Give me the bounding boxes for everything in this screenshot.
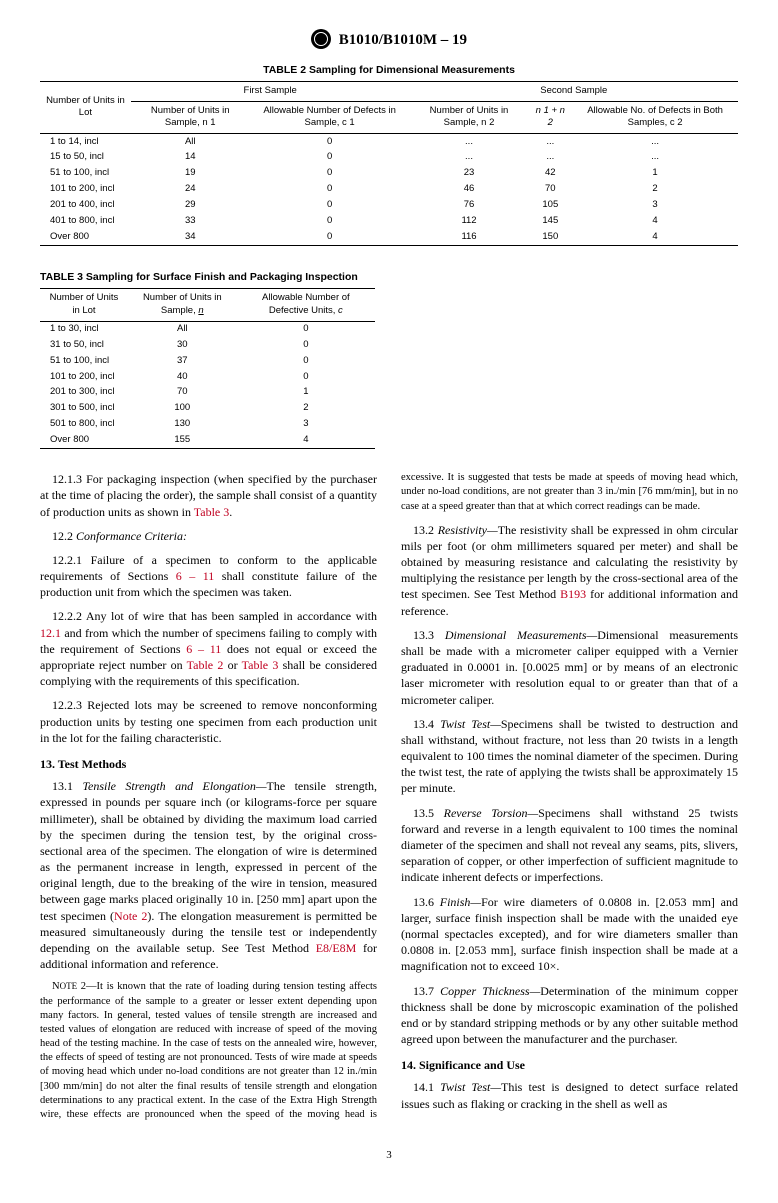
t2-group-first: First Sample bbox=[131, 81, 410, 101]
table3: Number of Units in Lot Number of Units i… bbox=[40, 288, 375, 449]
link-6-11[interactable]: 6 – 11 bbox=[176, 569, 215, 583]
t2-col-n1: Number of Units in Sample, n 1 bbox=[131, 101, 250, 134]
p-13.1: 13.1 Tensile Strength and Elongation—The… bbox=[40, 778, 377, 972]
t2-col-c1: Allowable Number of Defects in Sample, c… bbox=[250, 101, 410, 134]
table-row: 301 to 500, incl1002 bbox=[40, 401, 375, 417]
p-14.1: 14.1 Twist Test—This test is designed to… bbox=[401, 1079, 738, 1111]
link-table3[interactable]: Table 3 bbox=[194, 505, 229, 519]
body-columns: 12.1.3 For packaging inspection (when sp… bbox=[40, 471, 738, 1122]
table-row: 51 to 100, incl370 bbox=[40, 353, 375, 369]
p-12.2.2: 12.2.2 Any lot of wire that has been sam… bbox=[40, 608, 377, 689]
section-14-head: 14. Significance and Use bbox=[401, 1057, 738, 1073]
table2-caption: TABLE 2 Sampling for Dimensional Measure… bbox=[40, 63, 738, 77]
t2-col-lot: Number of Units in Lot bbox=[40, 81, 131, 133]
p-13.7: 13.7 Copper Thickness—Determination of t… bbox=[401, 983, 738, 1048]
table-row: Over 8003401161504 bbox=[40, 229, 738, 245]
p-12.2: 12.2 Conformance Criteria: bbox=[40, 528, 377, 544]
p-12.2.1: 12.2.1 Failure of a specimen to conform … bbox=[40, 552, 377, 601]
table-row: 1 to 30, inclAll0 bbox=[40, 321, 375, 337]
link-6-11-b[interactable]: 6 – 11 bbox=[186, 642, 221, 656]
table-row: 51 to 100, incl19023421 bbox=[40, 166, 738, 182]
link-table2[interactable]: Table 2 bbox=[187, 658, 224, 672]
table-row: 401 to 800, incl3301121454 bbox=[40, 213, 738, 229]
table-row: 501 to 800, incl1303 bbox=[40, 417, 375, 433]
t3-col-lot: Number of Units in Lot bbox=[40, 289, 128, 322]
p-13.4: 13.4 Twist Test—Specimens shall be twist… bbox=[401, 716, 738, 797]
t3-col-c: Allowable Number of Defective Units, c bbox=[237, 289, 375, 322]
table-row: 15 to 50, incl140......... bbox=[40, 150, 738, 166]
table-row: 201 to 400, incl290761053 bbox=[40, 197, 738, 213]
t2-col-c2: Allowable No. of Defects in Both Samples… bbox=[572, 101, 738, 134]
table2: Number of Units in Lot First Sample Seco… bbox=[40, 81, 738, 246]
section-13-head: 13. Test Methods bbox=[40, 756, 377, 772]
table-row: 1 to 14, inclAll0......... bbox=[40, 134, 738, 150]
table-row: 201 to 300, incl701 bbox=[40, 385, 375, 401]
t2-col-n2: Number of Units in Sample, n 2 bbox=[410, 101, 529, 134]
p-13.5: 13.5 Reverse Torsion—Specimens shall wit… bbox=[401, 805, 738, 886]
table-row: 101 to 200, incl24046702 bbox=[40, 182, 738, 198]
page-number: 3 bbox=[40, 1148, 738, 1163]
p-13.3: 13.3 Dimensional Measurements—Dimensiona… bbox=[401, 627, 738, 708]
table-row: Over 8001554 bbox=[40, 432, 375, 448]
link-b193[interactable]: B193 bbox=[560, 587, 586, 601]
link-table3-b[interactable]: Table 3 bbox=[242, 658, 279, 672]
astm-logo bbox=[311, 29, 331, 49]
link-note2[interactable]: Note 2 bbox=[114, 909, 147, 923]
table-row: 31 to 50, incl300 bbox=[40, 337, 375, 353]
t3-col-n: Number of Units in Sample, n bbox=[128, 289, 237, 322]
t2-group-second: Second Sample bbox=[410, 81, 738, 101]
p-12.1.3: 12.1.3 For packaging inspection (when sp… bbox=[40, 471, 377, 520]
p-12.2.3: 12.2.3 Rejected lots may be screened to … bbox=[40, 697, 377, 746]
p-13.2: 13.2 Resistivity—The resistivity shall b… bbox=[401, 522, 738, 619]
doc-designation: B1010/B1010M – 19 bbox=[339, 32, 467, 48]
table3-caption: TABLE 3 Sampling for Surface Finish and … bbox=[40, 270, 375, 284]
table-row: 101 to 200, incl400 bbox=[40, 369, 375, 385]
link-e8e8m[interactable]: E8/E8M bbox=[316, 941, 357, 955]
page-header: B1010/B1010M – 19 bbox=[40, 30, 738, 51]
link-12.1[interactable]: 12.1 bbox=[40, 626, 61, 640]
t2-col-n1n2: n 1 + n 2 bbox=[528, 101, 572, 134]
p-13.6: 13.6 Finish—For wire diameters of 0.0808… bbox=[401, 894, 738, 975]
